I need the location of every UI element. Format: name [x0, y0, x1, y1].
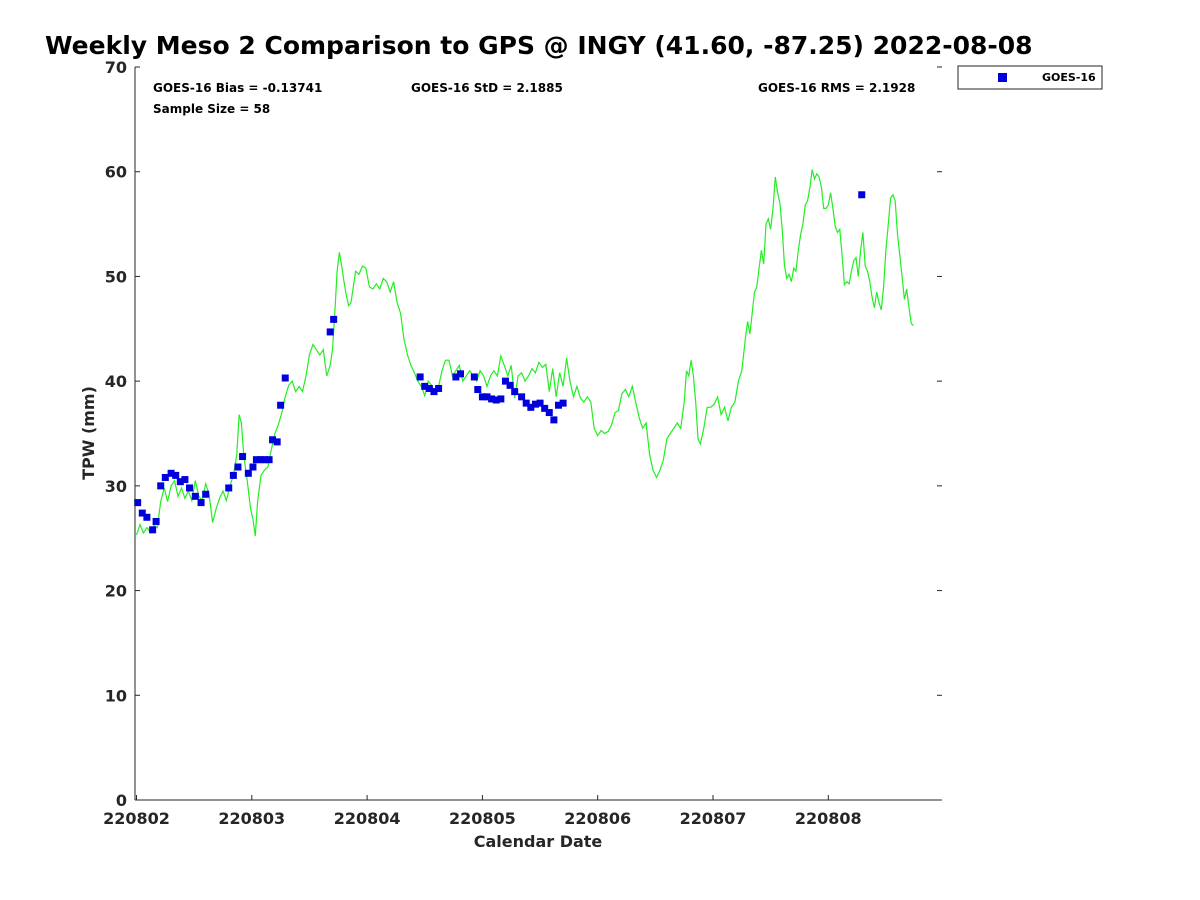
goes16-data-point — [134, 499, 142, 507]
goes16-data-point — [249, 463, 257, 471]
goes16-data-point — [244, 469, 252, 477]
goes16-data-point — [430, 388, 438, 396]
goes16-data-point — [478, 393, 486, 401]
goes16-data-point — [277, 401, 285, 409]
goes16-data-point — [531, 400, 539, 408]
y-tick-label: 40 — [105, 372, 127, 391]
goes16-data-point — [157, 482, 165, 490]
goes16-data-point — [545, 409, 553, 417]
y-tick-label: 50 — [105, 267, 127, 286]
bias-annotation: GOES-16 Bias = -0.13741 — [153, 81, 322, 95]
goes16-data-point — [488, 395, 496, 403]
goes16-data-point — [191, 492, 199, 500]
gps-line-layer — [135, 169, 914, 537]
goes16-data-point — [536, 399, 544, 407]
y-tick-label: 60 — [105, 163, 127, 182]
legend: GOES-16 — [957, 65, 1103, 90]
goes16-data-point — [527, 403, 535, 411]
goes16-data-point — [550, 416, 558, 424]
goes16-data-point — [269, 436, 277, 444]
goes16-data-point — [330, 315, 338, 323]
goes16-data-point — [281, 374, 289, 382]
goes16-data-point — [138, 509, 146, 517]
goes16-data-point — [181, 476, 189, 484]
goes16-data-point — [273, 438, 281, 446]
goes16-data-point — [229, 471, 237, 479]
goes16-data-point — [559, 399, 567, 407]
goes16-data-point — [252, 456, 260, 464]
goes16-data-point — [152, 517, 160, 525]
goes16-data-point — [172, 471, 180, 479]
x-tick-label: 220805 — [449, 809, 516, 828]
chart-title: Weekly Meso 2 Comparison to GPS @ INGY (… — [45, 31, 1033, 60]
x-axis-ticks: 220802 220803 220804 220805 220806 220807 2208… — [103, 795, 862, 828]
y-tick-label: 20 — [105, 582, 127, 601]
goes16-data-point — [186, 484, 194, 492]
std-annotation: GOES-16 StD = 2.1885 — [411, 81, 563, 95]
legend-marker-goes16 — [998, 73, 1007, 82]
goes16-data-point — [239, 453, 247, 461]
goes16-data-point — [425, 384, 433, 392]
goes16-data-point — [225, 484, 233, 492]
goes16-data-point — [470, 373, 478, 381]
goes16-data-point — [260, 456, 268, 464]
marker-layer — [134, 191, 866, 534]
goes16-data-point — [492, 396, 500, 404]
goes16-data-point — [518, 393, 526, 401]
goes16-data-point — [483, 393, 491, 401]
goes16-data-point — [456, 370, 464, 378]
y-tick-label: 0 — [116, 791, 127, 810]
goes16-data-point — [176, 478, 184, 486]
goes16-data-point — [326, 328, 334, 336]
x-tick-label: 220807 — [680, 809, 747, 828]
goes16-data-point — [202, 490, 210, 498]
goes16-data-point — [265, 456, 273, 464]
goes16-data-point — [501, 377, 509, 385]
goes16-data-point — [522, 399, 530, 407]
goes16-data-point — [167, 469, 175, 477]
x-tick-label: 220802 — [103, 809, 170, 828]
legend-box — [957, 65, 1103, 90]
goes16-data-point — [541, 404, 549, 412]
goes16-data-point — [511, 388, 519, 396]
goes16-data-point — [435, 384, 443, 392]
sample-size-annotation: Sample Size = 58 — [153, 102, 270, 116]
goes16-data-point — [161, 473, 169, 481]
rms-annotation: GOES-16 RMS = 2.1928 — [758, 81, 915, 95]
x-tick-label: 220806 — [564, 809, 631, 828]
goes16-data-point — [421, 382, 429, 390]
goes16-data-point — [497, 395, 505, 403]
goes16-data-point — [474, 386, 482, 394]
goes16-data-point — [234, 463, 242, 471]
y-tick-label: 10 — [105, 686, 127, 705]
plot-area: 0 10 20 30 40 50 60 70 220802 220803 220804 220805… — [103, 58, 942, 828]
x-tick-label: 220804 — [334, 809, 401, 828]
goes16-data-point — [452, 373, 460, 381]
y-axis-ticks: 0 10 20 30 40 50 60 70 — [105, 58, 942, 810]
y-axis-label: TPW (mm) — [79, 386, 98, 480]
y-tick-label: 70 — [105, 58, 127, 77]
goes16-data-point — [506, 381, 514, 389]
goes16-data-point — [416, 373, 424, 381]
gps-series-line — [135, 169, 914, 537]
goes16-data-point — [149, 526, 157, 534]
goes16-data-point — [197, 499, 205, 507]
y-tick-label: 30 — [105, 477, 127, 496]
x-axis-label: Calendar Date — [474, 832, 603, 851]
x-tick-label: 220808 — [795, 809, 862, 828]
goes16-data-point — [554, 401, 562, 409]
legend-label-goes16: GOES-16 — [1042, 71, 1096, 84]
x-tick-label: 220803 — [218, 809, 285, 828]
goes16-data-point — [143, 513, 151, 521]
goes16-data-point — [858, 191, 866, 199]
